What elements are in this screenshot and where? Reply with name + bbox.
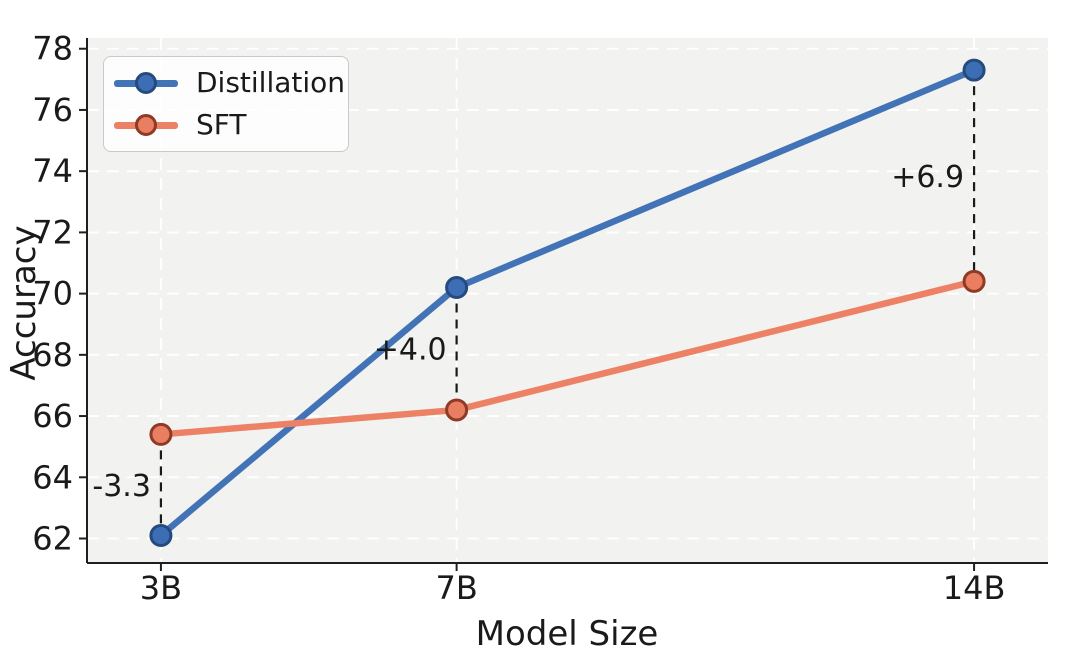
- tick-label-y-72: 72: [32, 213, 73, 251]
- legend: Distillation SFT: [103, 56, 349, 152]
- tick-label-y-74: 74: [32, 152, 73, 190]
- data-point-distillation-7B: [445, 275, 469, 299]
- tick-label-y-76: 76: [32, 91, 73, 129]
- data-point-distillation-14B: [962, 58, 986, 82]
- data-point-sft-3B: [149, 422, 173, 446]
- annotation-label-3B: -3.3: [92, 469, 151, 504]
- legend-entry-sft: SFT: [114, 104, 338, 146]
- tick-label-x-7B: 7B: [435, 569, 477, 607]
- annotation-label-14B: +6.9: [891, 160, 964, 195]
- distillation-marker-icon: [135, 72, 157, 94]
- data-point-sft-14B: [962, 269, 986, 293]
- sft-marker-icon: [135, 114, 157, 136]
- sft-line-sample-icon: [114, 114, 178, 136]
- tick-label-y-68: 68: [32, 336, 73, 374]
- tick-label-x-14B: 14B: [943, 569, 1006, 607]
- tick-label-x-3B: 3B: [140, 569, 182, 607]
- tick-label-y-66: 66: [32, 397, 73, 435]
- data-point-distillation-3B: [149, 523, 173, 547]
- legend-label-distillation: Distillation: [196, 66, 346, 99]
- data-point-sft-7B: [445, 398, 469, 422]
- legend-label-sft: SFT: [196, 108, 247, 141]
- tick-label-y-70: 70: [32, 275, 73, 313]
- tick-label-y-78: 78: [32, 30, 73, 68]
- x-axis-label: Model Size: [475, 614, 659, 653]
- annotation-label-7B: +4.0: [374, 333, 447, 368]
- tick-label-y-64: 64: [32, 458, 73, 496]
- legend-entry-distillation: Distillation: [114, 62, 345, 104]
- y-axis-label: Accuracy: [4, 225, 44, 381]
- tick-label-y-62: 62: [32, 520, 73, 558]
- distillation-line-sample-icon: [114, 72, 178, 94]
